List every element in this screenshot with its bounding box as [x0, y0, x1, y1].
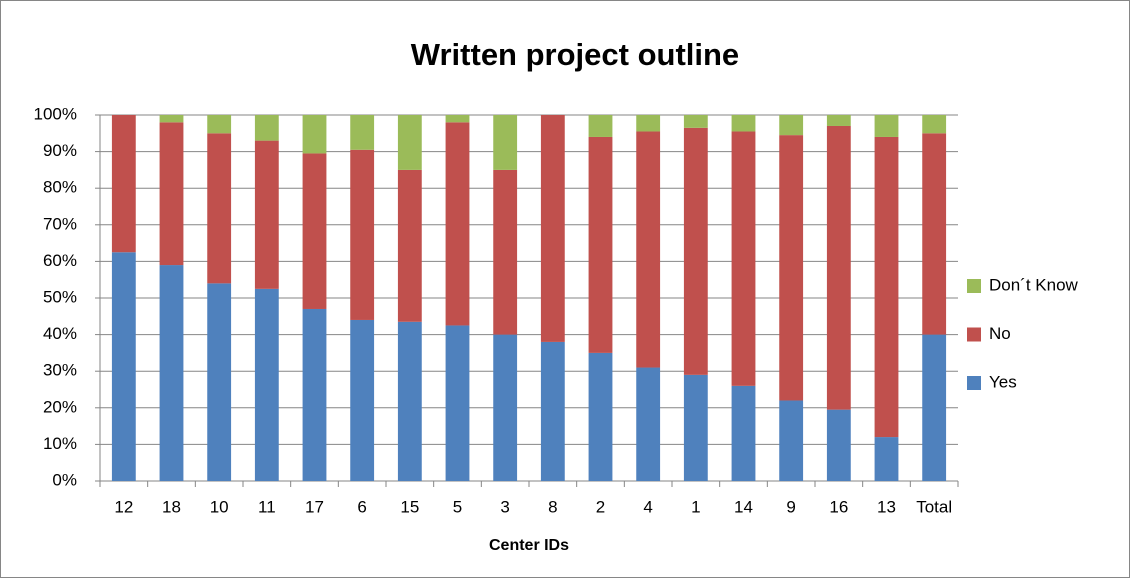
y-tick-label: 0% — [52, 470, 77, 489]
bar-segment — [636, 115, 661, 132]
bar-segment — [683, 115, 708, 128]
legend-swatch — [967, 376, 981, 390]
legend-swatch — [967, 279, 981, 293]
x-tick-label: 13 — [877, 497, 896, 516]
bar-segment — [493, 115, 518, 170]
bar-segment — [588, 115, 613, 137]
y-tick-label: 80% — [43, 178, 77, 197]
bar-segment — [302, 308, 327, 481]
x-tick-label: 3 — [500, 497, 509, 516]
bar-segment — [350, 319, 375, 481]
bar-segment — [874, 136, 899, 438]
x-tick-label: 15 — [400, 497, 419, 516]
bar-segment — [683, 374, 708, 481]
bar-segment — [111, 115, 136, 253]
x-tick-label: 14 — [734, 497, 753, 516]
bar-segment — [922, 133, 947, 335]
legend-swatch — [967, 327, 981, 342]
x-axis-title: Center IDs — [489, 537, 569, 554]
bar-segment — [445, 115, 470, 123]
x-tick-label: Total — [916, 497, 952, 516]
x-tick-label: 1 — [691, 497, 700, 516]
legend-label: Don´t Know — [989, 275, 1079, 294]
bar-segment — [207, 115, 232, 134]
y-tick-label: 90% — [43, 141, 77, 160]
bar-segment — [207, 133, 232, 284]
x-tick-label: 2 — [596, 497, 605, 516]
x-tick-label: 5 — [453, 497, 462, 516]
bar-segment — [302, 153, 327, 309]
bar-segment — [111, 252, 136, 481]
bar-segment — [397, 321, 422, 481]
x-tick-label: 10 — [210, 497, 229, 516]
bar-segment — [350, 115, 375, 150]
bar-segment — [159, 115, 184, 123]
bar-segment — [397, 169, 422, 322]
bar-segment — [350, 149, 375, 320]
y-tick-label: 20% — [43, 397, 77, 416]
bar-segment — [683, 127, 708, 375]
legend-label: No — [989, 324, 1011, 343]
bar-segment — [540, 115, 565, 342]
bar-segment — [254, 288, 279, 481]
y-tick-label: 10% — [43, 434, 77, 453]
x-tick-label: 18 — [162, 497, 181, 516]
bar-segment — [445, 122, 470, 326]
bar-segment — [779, 115, 804, 136]
x-tick-label: 6 — [357, 497, 366, 516]
x-tick-label: 9 — [786, 497, 795, 516]
x-tick-label: 11 — [258, 497, 276, 516]
bar-segment — [826, 125, 851, 410]
bar-segment — [826, 409, 851, 481]
bar-segment — [731, 115, 756, 132]
x-tick-label: 12 — [114, 497, 133, 516]
bar-segment — [445, 325, 470, 481]
bar-segment — [731, 385, 756, 481]
bar-segment — [493, 169, 518, 335]
y-tick-label: 30% — [43, 361, 77, 380]
y-tick-label: 100% — [34, 104, 77, 123]
bar-segment — [254, 115, 279, 141]
bar-segment — [540, 341, 565, 481]
y-tick-label: 60% — [43, 251, 77, 270]
bar-segment — [302, 115, 327, 154]
bar-segment — [636, 367, 661, 481]
bar-segment — [636, 131, 661, 368]
y-tick-label: 50% — [43, 287, 77, 306]
bar-segment — [207, 283, 232, 481]
bar-segment — [779, 135, 804, 401]
x-tick-label: 8 — [548, 497, 557, 516]
bar-segment — [588, 136, 613, 353]
bar-segment — [159, 265, 184, 481]
bar-segment — [731, 131, 756, 386]
y-tick-label: 40% — [43, 324, 77, 343]
bar-segment — [826, 115, 851, 126]
bar-segment — [922, 334, 947, 481]
x-tick-label: 16 — [829, 497, 848, 516]
bar-segment — [493, 334, 518, 481]
x-tick-label: 4 — [643, 497, 652, 516]
x-tick-label: 17 — [305, 497, 324, 516]
bar-segment — [922, 115, 947, 134]
bar-segment — [779, 400, 804, 481]
bar-segment — [159, 122, 184, 266]
bar-segment — [397, 115, 422, 170]
bar-segment — [254, 140, 279, 289]
bar-segment — [874, 115, 899, 137]
chart-title: Written project outline — [411, 37, 739, 72]
bar-segment — [874, 437, 899, 481]
bar-segment — [588, 352, 613, 481]
y-tick-label: 70% — [43, 214, 77, 233]
legend-label: Yes — [989, 372, 1017, 391]
